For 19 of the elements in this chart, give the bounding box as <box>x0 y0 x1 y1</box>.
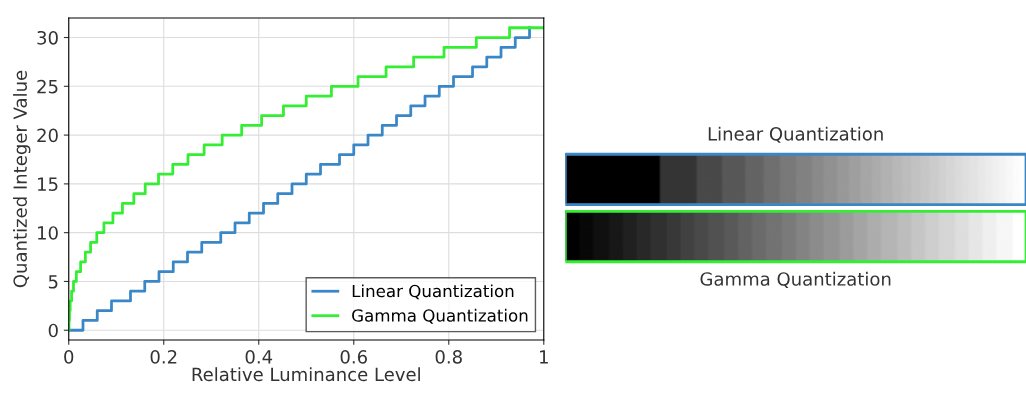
y-tick-label: 10 <box>38 226 58 240</box>
y-axis-title: Quantized Integer Value <box>13 70 31 288</box>
y-tick-label: 30 <box>37 30 58 45</box>
y-tick-label: 20 <box>37 128 58 143</box>
text: Linear Quantization <box>708 126 883 143</box>
x-tick-label: 0.2 <box>150 350 177 364</box>
x-tick-label: 0 <box>64 350 74 364</box>
y-tick-label: 5 <box>48 275 58 289</box>
legend-label: Gamma Quantization <box>352 308 528 324</box>
x-tick-label: 0.6 <box>340 350 367 364</box>
legend-label: Linear Quantization <box>352 284 514 300</box>
y-tick-label: 0 <box>48 323 58 338</box>
x-tick-label: 0.8 <box>435 350 462 364</box>
x-tick-label: 1 <box>540 350 548 364</box>
y-tick-label: 25 <box>37 79 58 94</box>
y-tick-label: 15 <box>38 177 58 191</box>
x-tick-label: 0.4 <box>245 350 273 364</box>
x-axis-title: Relative Luminance Level <box>192 367 420 382</box>
text: Gamma Quantization <box>700 271 891 288</box>
